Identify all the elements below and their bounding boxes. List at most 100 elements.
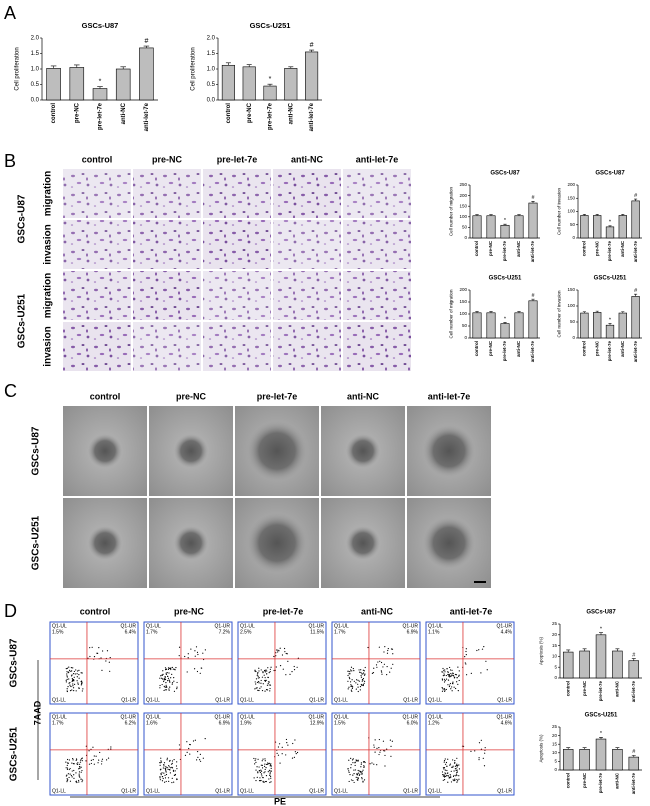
column-header: anti-let-7e (428, 391, 471, 401)
flow-event (363, 674, 366, 676)
bar (562, 749, 574, 771)
error-bar (50, 65, 57, 69)
quadrant-label: Q1-UL (52, 714, 67, 720)
flow-event (175, 765, 178, 767)
quadrant-label: Q1-UR (402, 623, 418, 629)
flow-event (258, 689, 260, 692)
flow-event (264, 677, 266, 679)
quadrant-label: Q1-LR (403, 788, 418, 794)
flow-event (387, 649, 389, 652)
y-tick-label: 50 (570, 319, 576, 324)
flow-event (349, 773, 351, 776)
flow-event (80, 766, 82, 768)
flow-event (202, 652, 204, 654)
flow-event (286, 741, 288, 744)
quadrant-value: 12.9% (310, 720, 325, 726)
flow-event (349, 670, 351, 673)
flow-event (270, 767, 272, 770)
x-tick-label: anti-NC (615, 772, 620, 789)
flow-event (353, 773, 355, 775)
flow-event (100, 763, 103, 765)
flow-event (165, 673, 167, 676)
quadrant-value: 7.2% (219, 629, 231, 635)
y-tick-label: 200 (459, 193, 467, 198)
flow-event (173, 690, 176, 692)
flow-event (81, 757, 83, 759)
flow-event (268, 762, 271, 764)
flow-event (384, 646, 386, 648)
error-bar (595, 214, 599, 216)
flow-event (458, 675, 460, 677)
flow-plot (49, 712, 139, 796)
flow-event (465, 648, 467, 650)
quadrant-value: 4.6% (501, 720, 513, 726)
flow-event (279, 762, 281, 764)
flow-event (77, 763, 79, 766)
flow-event (72, 687, 75, 689)
spheroid (174, 434, 208, 468)
flow-event (294, 751, 296, 753)
flow-event (452, 775, 455, 778)
flow-event (455, 775, 457, 777)
error-bar (615, 747, 620, 750)
flow-event (360, 675, 362, 677)
flow-event (199, 753, 201, 755)
error-bar (631, 658, 636, 661)
flow-event (254, 688, 256, 690)
flow-event (268, 671, 270, 674)
flow-event (256, 776, 258, 778)
flow-event (454, 760, 456, 762)
flow-event (455, 764, 458, 766)
flow-event (168, 768, 171, 771)
flow-event (456, 778, 458, 781)
flow-event (81, 781, 83, 783)
flow-event (444, 671, 446, 673)
y-axis-label: Cell number of migration (448, 186, 453, 236)
flow-event (352, 758, 354, 760)
flow-plot (331, 712, 421, 796)
flow-event (265, 679, 267, 682)
bar (579, 749, 590, 771)
flow-event (363, 682, 365, 684)
flow-event (71, 770, 73, 772)
flow-event (257, 772, 259, 774)
flow-event (68, 669, 71, 671)
y-tick-label: 15 (552, 741, 558, 746)
flow-event (357, 686, 359, 688)
flow-event (392, 653, 394, 655)
flow-event (90, 759, 92, 761)
flow-event (266, 684, 269, 686)
flow-event (446, 774, 448, 777)
flow-event (265, 775, 268, 777)
bar (486, 215, 496, 239)
error-bar (517, 214, 521, 216)
flow-event (291, 757, 294, 759)
bar (528, 202, 538, 239)
flow-event (255, 779, 257, 782)
flow-event (92, 746, 94, 748)
flow-event (358, 669, 360, 671)
flow-event (443, 678, 446, 680)
flow-event (73, 690, 75, 692)
stain-image (273, 220, 341, 269)
y-tick-label: 50 (570, 222, 576, 227)
flow-event (457, 666, 459, 668)
flow-event (167, 677, 170, 679)
flow-event (378, 747, 380, 749)
flow-event (443, 761, 445, 763)
bar (514, 215, 524, 239)
flow-event (79, 776, 81, 778)
flow-event (66, 690, 68, 692)
flow-event (66, 764, 68, 766)
flow-event (276, 649, 278, 651)
chart-title: GSCs-U87 (82, 21, 119, 30)
flow-event (448, 685, 451, 688)
flow-event (348, 673, 350, 675)
flow-event (65, 767, 67, 769)
stain-image (63, 220, 131, 269)
quadrant-label: Q1-UL (52, 623, 67, 629)
flow-event (107, 757, 110, 759)
flow-event (270, 770, 272, 772)
flow-event (266, 689, 269, 691)
